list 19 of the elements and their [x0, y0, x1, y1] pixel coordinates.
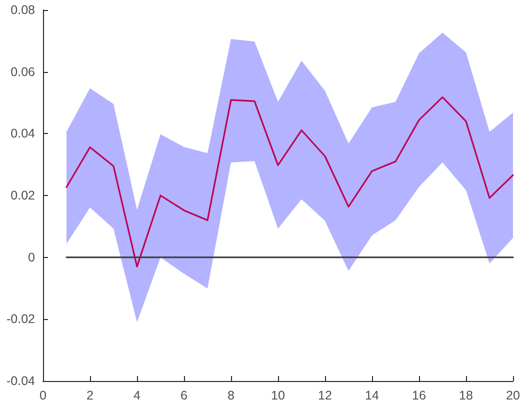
x-tick-label: 20	[506, 388, 520, 402]
y-tick-label: 0.06	[10, 64, 36, 79]
x-tick-label: 10	[271, 388, 285, 402]
x-tick-label: 4	[134, 388, 141, 402]
x-tick-label: 12	[318, 388, 332, 402]
y-tick-label: 0	[28, 250, 36, 264]
x-tick-label: 6	[180, 388, 188, 402]
y-tick-label: 0.04	[10, 126, 36, 141]
y-tick-label: -0.02	[6, 312, 36, 326]
x-tick-label: 8	[228, 388, 235, 402]
line-series	[66, 96, 514, 268]
y-tick-label: 0.08	[10, 3, 36, 17]
x-tick-label: 16	[412, 388, 426, 402]
x-tick-label: 2	[86, 388, 94, 402]
x-tick-label: 14	[365, 388, 379, 402]
x-tick-label: 18	[459, 388, 473, 402]
x-tick-label: 0	[40, 388, 47, 402]
y-tick-label: -0.04	[6, 374, 36, 388]
y-tick-label: 0.02	[10, 188, 36, 202]
